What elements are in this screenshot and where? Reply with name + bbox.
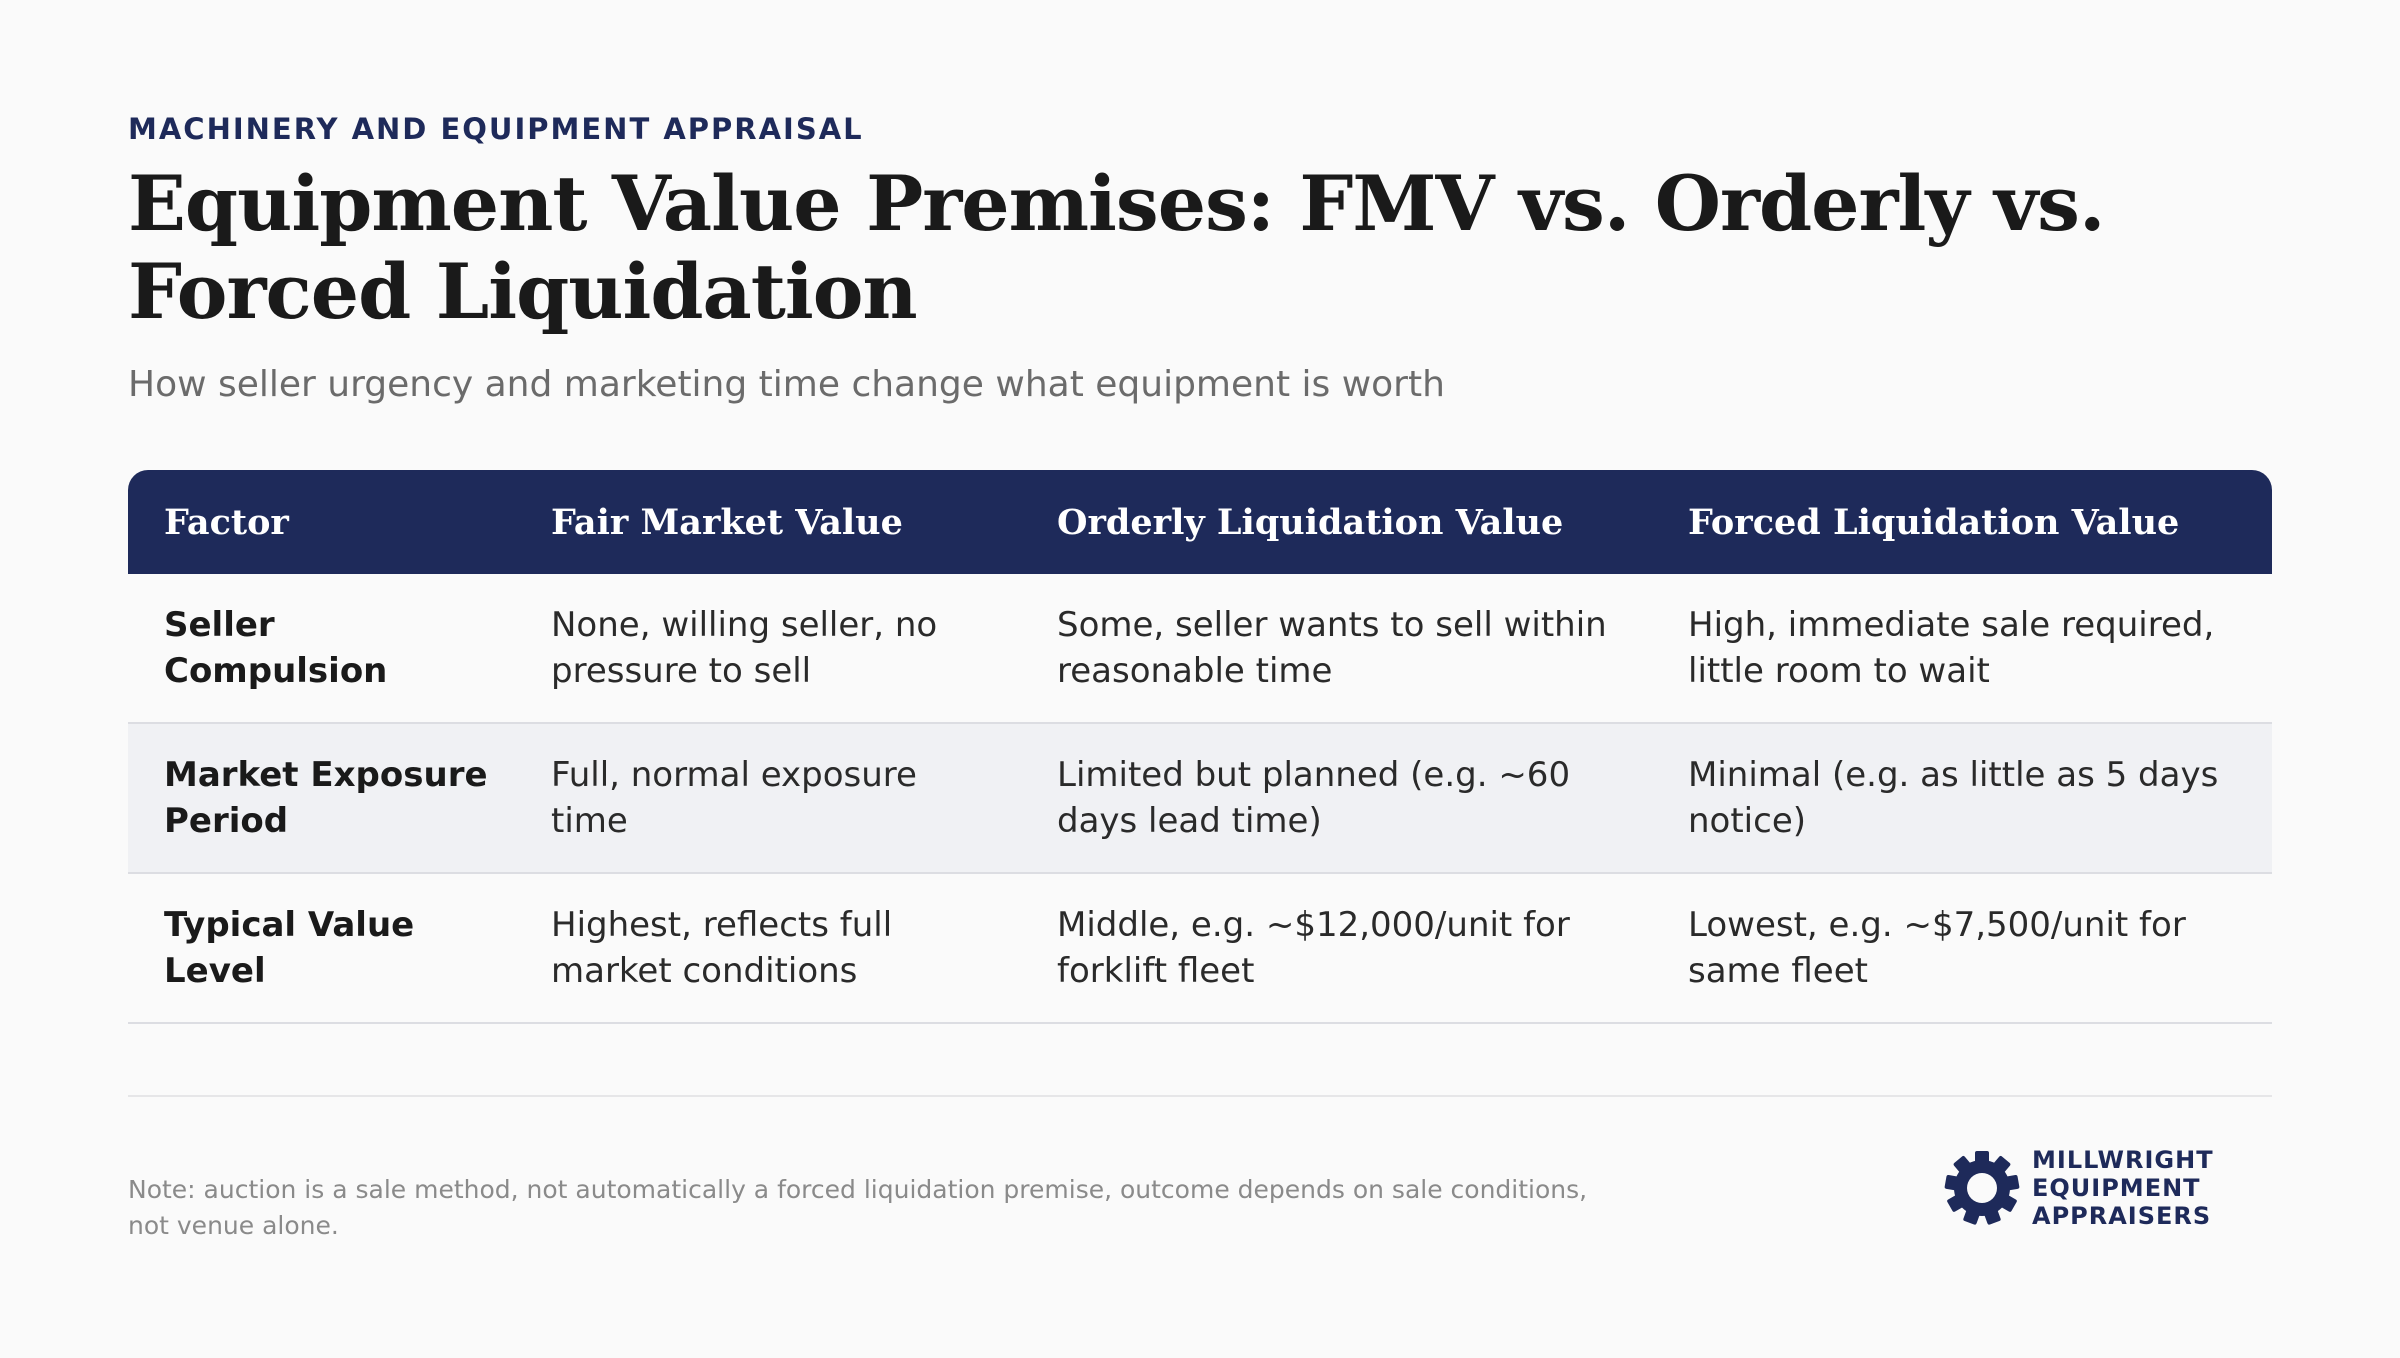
eyebrow-label: MACHINERY AND EQUIPMENT APPRAISAL [128, 112, 864, 146]
row-factor: Seller Compulsion [164, 605, 388, 691]
logo-line: MILLWRIGHT [2032, 1146, 2214, 1174]
row-flv: Minimal (e.g. as little as 5 days notice… [1688, 755, 2219, 841]
page: MACHINERY AND EQUIPMENT APPRAISAL Equipm… [128, 0, 2272, 1358]
page-subtitle: How seller urgency and marketing time ch… [128, 364, 1445, 405]
row-fmv: Full, normal exposure time [551, 755, 917, 841]
column-header-factor: Factor [164, 501, 289, 543]
row-factor: Typical Value Level [164, 905, 415, 991]
comparison-table: Factor Fair Market Value Orderly Liquida… [128, 470, 2272, 1024]
company-logo: MILLWRIGHT EQUIPMENT APPRAISERS [1944, 1146, 2214, 1230]
column-header-orderly-liquidation-value: Orderly Liquidation Value [1057, 501, 1564, 543]
table-header: Factor Fair Market Value Orderly Liquida… [128, 470, 2272, 574]
row-flv: Lowest, e.g. ~$7,500/unit for same fleet [1688, 905, 2186, 991]
logo-line: APPRAISERS [2032, 1202, 2212, 1230]
row-olv: Limited but planned (e.g. ~60 days lead … [1057, 755, 1571, 841]
row-fmv: Highest, reflects full market conditions [551, 905, 893, 991]
page-title: Equipment Value Premises: FMV vs. Orderl… [128, 159, 2105, 336]
table-row: Seller Compulsion None, willing seller, … [128, 574, 2272, 724]
row-flv: High, immediate sale required, little ro… [1688, 605, 2215, 691]
row-olv: Some, seller wants to sell within reason… [1057, 605, 1607, 691]
footer-divider [128, 1095, 2272, 1097]
row-olv: Middle, e.g. ~$12,000/unit for forklift … [1057, 905, 1570, 991]
table-row: Market Exposure Period Full, normal expo… [128, 724, 2272, 874]
footer-note: Note: auction is a sale method, not auto… [128, 1175, 1588, 1240]
table-row: Typical Value Level Highest, reflects fu… [128, 874, 2272, 1024]
column-header-fair-market-value: Fair Market Value [551, 501, 903, 543]
column-header-forced-liquidation-value: Forced Liquidation Value [1688, 501, 2180, 543]
row-fmv: None, willing seller, no pressure to sel… [551, 605, 938, 691]
logo-line: EQUIPMENT [2032, 1174, 2201, 1202]
row-factor: Market Exposure Period [164, 755, 488, 841]
logo-wordmark: MILLWRIGHT EQUIPMENT APPRAISERS [2032, 1146, 2214, 1230]
gear-icon [1944, 1150, 2020, 1226]
